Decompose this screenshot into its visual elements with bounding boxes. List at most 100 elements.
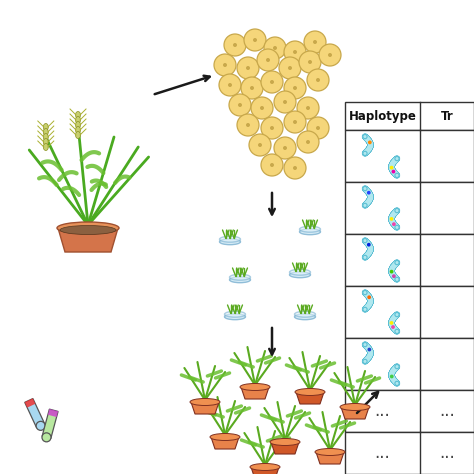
Polygon shape xyxy=(241,387,269,399)
Circle shape xyxy=(328,53,332,57)
Circle shape xyxy=(395,329,399,334)
Circle shape xyxy=(283,146,287,150)
Ellipse shape xyxy=(75,127,81,134)
Circle shape xyxy=(368,140,372,144)
Circle shape xyxy=(297,131,319,153)
Ellipse shape xyxy=(43,124,48,130)
Circle shape xyxy=(308,60,312,64)
Circle shape xyxy=(306,140,310,144)
Circle shape xyxy=(233,43,237,47)
Circle shape xyxy=(306,106,310,110)
Circle shape xyxy=(395,225,399,229)
Ellipse shape xyxy=(219,237,240,242)
Ellipse shape xyxy=(57,222,119,234)
Circle shape xyxy=(228,83,232,87)
Polygon shape xyxy=(316,452,344,464)
Circle shape xyxy=(214,54,236,76)
Circle shape xyxy=(319,44,341,66)
Circle shape xyxy=(363,291,367,295)
Circle shape xyxy=(270,80,274,84)
Ellipse shape xyxy=(43,138,48,146)
Circle shape xyxy=(395,381,399,385)
Circle shape xyxy=(246,66,250,70)
Circle shape xyxy=(237,57,259,79)
Circle shape xyxy=(270,163,274,167)
Circle shape xyxy=(261,71,283,93)
Text: Haplotype: Haplotype xyxy=(348,109,417,122)
Ellipse shape xyxy=(295,389,325,395)
Circle shape xyxy=(390,217,393,221)
Circle shape xyxy=(395,173,399,177)
Ellipse shape xyxy=(300,226,320,232)
Ellipse shape xyxy=(75,121,81,128)
Bar xyxy=(345,432,474,474)
Circle shape xyxy=(363,186,367,191)
Bar xyxy=(345,286,474,338)
Circle shape xyxy=(249,134,271,156)
Circle shape xyxy=(363,255,367,259)
Circle shape xyxy=(244,29,266,51)
Polygon shape xyxy=(211,437,239,449)
Circle shape xyxy=(392,222,396,226)
Ellipse shape xyxy=(250,464,280,471)
Ellipse shape xyxy=(315,448,345,456)
Ellipse shape xyxy=(225,311,246,317)
Circle shape xyxy=(266,58,270,62)
Circle shape xyxy=(395,277,399,282)
Circle shape xyxy=(367,347,371,351)
Bar xyxy=(345,182,474,234)
Ellipse shape xyxy=(75,131,81,138)
Polygon shape xyxy=(251,467,279,474)
Circle shape xyxy=(284,77,306,99)
Ellipse shape xyxy=(270,438,300,446)
Ellipse shape xyxy=(229,274,250,280)
Circle shape xyxy=(223,63,227,67)
Circle shape xyxy=(36,421,45,430)
Ellipse shape xyxy=(75,111,81,118)
Circle shape xyxy=(250,86,254,90)
Circle shape xyxy=(316,126,320,130)
Circle shape xyxy=(395,261,399,264)
Circle shape xyxy=(279,57,301,79)
Circle shape xyxy=(257,49,279,71)
Circle shape xyxy=(260,106,264,110)
Circle shape xyxy=(367,191,371,195)
Circle shape xyxy=(363,203,367,208)
Polygon shape xyxy=(42,409,58,438)
Ellipse shape xyxy=(294,311,316,317)
Ellipse shape xyxy=(190,399,220,405)
Circle shape xyxy=(251,97,273,119)
Circle shape xyxy=(391,325,395,329)
Polygon shape xyxy=(58,228,118,252)
Circle shape xyxy=(274,91,296,113)
Bar xyxy=(345,234,474,286)
Circle shape xyxy=(395,365,399,369)
Circle shape xyxy=(313,40,317,44)
Circle shape xyxy=(284,157,306,179)
Polygon shape xyxy=(25,399,45,428)
Circle shape xyxy=(241,77,263,99)
Circle shape xyxy=(224,34,246,56)
Polygon shape xyxy=(48,409,58,417)
Bar xyxy=(345,390,474,432)
Circle shape xyxy=(390,166,393,170)
Circle shape xyxy=(392,274,396,278)
Ellipse shape xyxy=(240,383,270,391)
Circle shape xyxy=(390,321,393,325)
Circle shape xyxy=(273,46,277,50)
Text: ...: ... xyxy=(374,402,391,420)
Circle shape xyxy=(307,117,329,139)
Circle shape xyxy=(274,137,296,159)
Circle shape xyxy=(395,209,399,213)
Circle shape xyxy=(297,97,319,119)
Ellipse shape xyxy=(300,229,320,235)
Circle shape xyxy=(219,74,241,96)
Circle shape xyxy=(229,94,251,116)
Polygon shape xyxy=(341,407,369,419)
Ellipse shape xyxy=(290,272,310,278)
Circle shape xyxy=(258,143,262,147)
Ellipse shape xyxy=(60,226,116,235)
Circle shape xyxy=(316,78,320,82)
Ellipse shape xyxy=(75,117,81,124)
Ellipse shape xyxy=(43,134,48,140)
